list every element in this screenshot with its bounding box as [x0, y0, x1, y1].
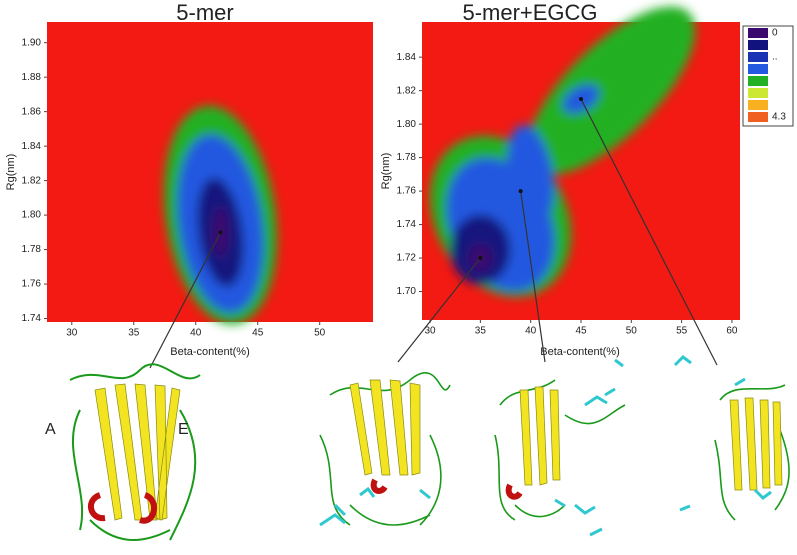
- y-tick-label: 1.84: [22, 141, 42, 152]
- heatmap: [422, 6, 740, 320]
- chart-title: 5-mer+EGCG: [462, 0, 597, 25]
- x-tick-label: 50: [314, 328, 326, 339]
- x-tick-label: 40: [190, 328, 202, 339]
- y-tick-label: 1.90: [22, 37, 42, 48]
- annotation: A: [45, 421, 56, 438]
- protein-structure: [319, 372, 451, 527]
- colorbar-label: 0: [772, 28, 778, 39]
- y-tick-label: 1.80: [397, 119, 417, 130]
- protein-structure: A E: [45, 363, 201, 541]
- minimum-point: [478, 256, 483, 261]
- colorbar-swatch: [748, 52, 768, 62]
- free-energy-basin: [429, 6, 696, 297]
- y-tick-label: 1.72: [397, 253, 417, 264]
- colorbar-swatch: [748, 112, 768, 122]
- colorbar-swatch: [748, 40, 768, 50]
- x-tick-label: 60: [726, 326, 738, 337]
- x-tick-label: 50: [626, 326, 638, 337]
- y-tick-label: 1.78: [397, 152, 417, 163]
- y-tick-label: 1.80: [22, 210, 42, 221]
- colorbar-swatch: [748, 28, 768, 38]
- y-tick-label: 1.88: [22, 72, 42, 83]
- x-axis-label: Beta-content(%): [170, 346, 249, 358]
- x-axis-label: Beta-content(%): [540, 346, 619, 358]
- minimum-point: [218, 230, 223, 235]
- y-tick-label: 1.74: [397, 219, 417, 230]
- free-energy-basin: [163, 105, 278, 325]
- y-tick-label: 1.78: [22, 244, 42, 255]
- x-tick-label: 45: [575, 326, 587, 337]
- y-tick-label: 1.82: [22, 175, 42, 186]
- x-tick-label: 30: [66, 328, 78, 339]
- basin-contour: [507, 124, 555, 224]
- x-tick-label: 45: [252, 328, 264, 339]
- y-tick-label: 1.70: [397, 286, 417, 297]
- annotation: E: [178, 421, 189, 438]
- colorbar-swatch: [748, 76, 768, 86]
- y-axis-label: Rg(nm): [380, 153, 392, 190]
- x-tick-label: 35: [128, 328, 140, 339]
- x-tick-label: 55: [676, 326, 688, 337]
- y-tick-label: 1.76: [22, 279, 42, 290]
- structures: A E: [45, 355, 790, 541]
- x-tick-label: 30: [424, 326, 436, 337]
- arrow: [397, 257, 481, 363]
- chart-title: 5-mer: [176, 0, 233, 25]
- y-tick-label: 1.84: [397, 52, 417, 63]
- colorbar-swatch: [748, 64, 768, 74]
- x-tick-label: 35: [475, 326, 487, 337]
- protein-structure: [494, 358, 626, 537]
- basin-contour: [527, 6, 696, 175]
- protein-structure: [673, 355, 790, 521]
- arrow: [580, 98, 718, 366]
- minimum-point: [518, 189, 523, 194]
- y-tick-label: 1.82: [397, 85, 417, 96]
- heatmap: [47, 22, 373, 325]
- x-tick-label: 40: [525, 326, 537, 337]
- y-tick-label: 1.86: [22, 106, 42, 117]
- y-tick-label: 1.74: [22, 313, 42, 324]
- minimum-point: [579, 97, 583, 102]
- colorbar-swatch: [748, 100, 768, 110]
- y-tick-label: 1.76: [397, 186, 417, 197]
- colorbar-swatch: [748, 88, 768, 98]
- colorbar-label: 4.3: [772, 112, 786, 123]
- arrow: [520, 191, 546, 363]
- colorbar-label: ..: [772, 52, 778, 63]
- y-axis-label: Rg(nm): [5, 154, 17, 191]
- arrow: [149, 232, 222, 369]
